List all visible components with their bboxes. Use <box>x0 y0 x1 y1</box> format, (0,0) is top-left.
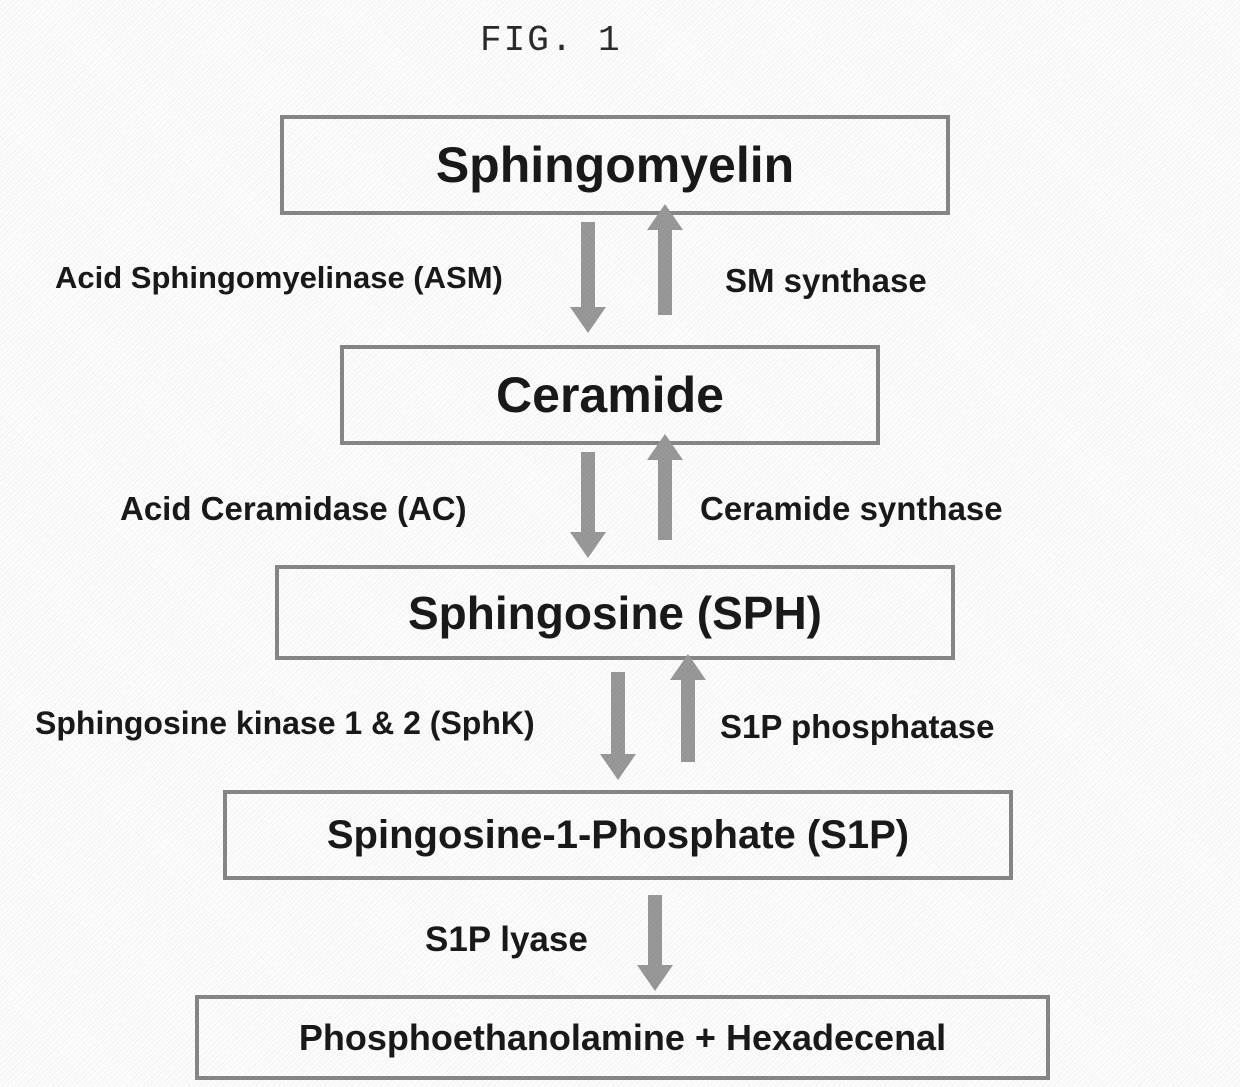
arrow-head-up-icon <box>670 654 706 680</box>
box-ceramide: Ceramide <box>340 345 880 445</box>
arrow-head-down-icon <box>570 532 606 558</box>
arrow-shaft <box>581 222 595 307</box>
label-sphk: Sphingosine kinase 1 & 2 (SphK) <box>35 705 535 742</box>
arrow-shaft <box>658 230 672 315</box>
box-label-sphingomyelin: Sphingomyelin <box>436 136 794 194</box>
label-ac: Acid Ceramidase (AC) <box>120 490 467 528</box>
arrow-head-down-icon <box>570 307 606 333</box>
label-ceramide-synthase: Ceramide synthase <box>700 490 1003 528</box>
figure-title: FIG. 1 <box>480 20 622 61</box>
arrow-shaft <box>581 452 595 532</box>
arrow-shaft <box>658 460 672 540</box>
box-label-s1p: Spingosine-1-Phosphate (S1P) <box>327 813 909 858</box>
label-asm: Acid Sphingomyelinase (ASM) <box>55 260 503 296</box>
box-sphingomyelin: Sphingomyelin <box>280 115 950 215</box>
label-s1p-lyase: S1P lyase <box>425 920 588 960</box>
label-s1p-phosphatase: S1P phosphatase <box>720 708 995 746</box>
arrow-head-down-icon <box>637 965 673 991</box>
arrow-shaft <box>681 680 695 762</box>
arrow-head-up-icon <box>647 204 683 230</box>
arrow-shaft <box>648 895 662 965</box>
box-sphingosine: Sphingosine (SPH) <box>275 565 955 660</box>
label-sm-synthase: SM synthase <box>725 262 927 300</box>
box-label-products: Phosphoethanolamine + Hexadecenal <box>299 1017 946 1059</box>
box-label-ceramide: Ceramide <box>496 366 724 424</box>
arrow-head-down-icon <box>600 754 636 780</box>
arrow-shaft <box>611 672 625 754</box>
box-s1p: Spingosine-1-Phosphate (S1P) <box>223 790 1013 880</box>
arrow-head-up-icon <box>647 434 683 460</box>
box-products: Phosphoethanolamine + Hexadecenal <box>195 995 1050 1080</box>
box-label-sphingosine: Sphingosine (SPH) <box>408 586 822 640</box>
